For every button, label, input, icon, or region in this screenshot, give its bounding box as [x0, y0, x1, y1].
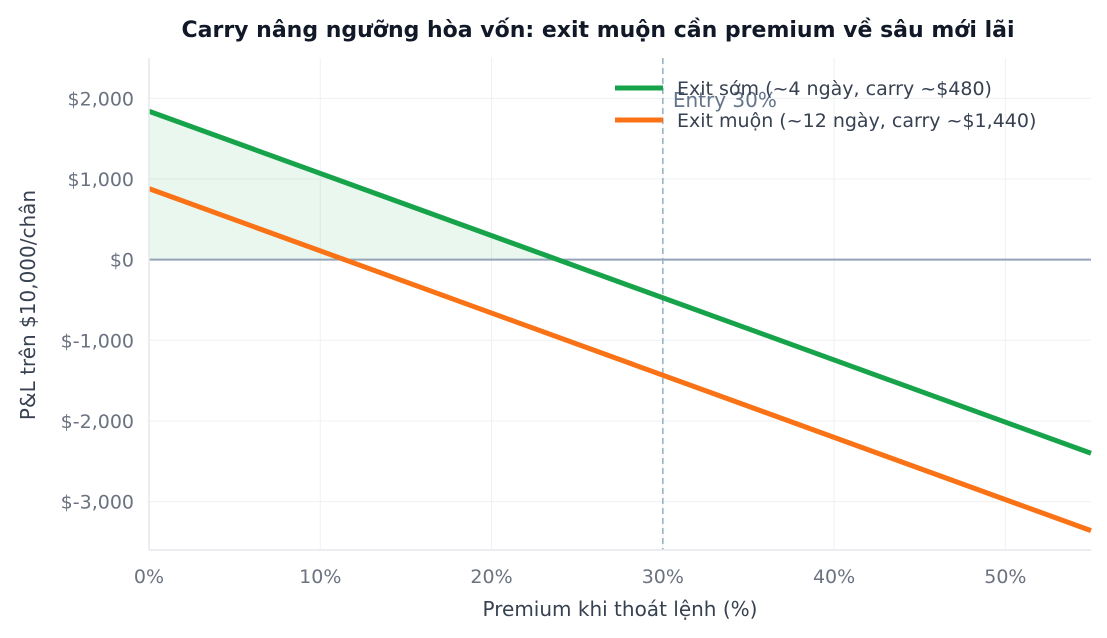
legend: Exit sớm (~4 ngày, carry ~$480) Exit muộn…	[615, 78, 1036, 132]
y-tick-label: $2,000	[68, 88, 134, 110]
y-axis-label: P&L trên $10,000/chân	[16, 190, 40, 420]
x-tick-label: 10%	[299, 566, 341, 588]
annotations: Entry 30%	[673, 88, 777, 112]
x-tick-label: 30%	[642, 566, 684, 588]
y-tick-label: $1,000	[68, 169, 134, 191]
reference-lines	[149, 58, 1091, 550]
tick-labels: 0% 10% 20% 30% 40% 50% $2,000 $1,000 $0 $-1,000 $-…	[61, 88, 1027, 588]
chart-title: Carry nâng ngưỡng hòa vốn: exit muộn cần…	[181, 18, 1014, 43]
x-tick-label: 20%	[470, 566, 512, 588]
series-lines	[148, 108, 1092, 533]
entry-label: Entry 30%	[673, 88, 777, 112]
series-line-1	[148, 108, 1092, 456]
legend-label-2: Exit muộn (~12 ngày, carry ~$1,440)	[677, 110, 1036, 132]
x-axis-label: Premium khi thoát lệnh (%)	[483, 597, 758, 621]
x-tick-label: 50%	[984, 566, 1026, 588]
y-tick-label: $-3,000	[61, 492, 134, 514]
y-tick-label: $-1,000	[61, 330, 134, 352]
y-tick-label: $0	[110, 250, 134, 272]
series-line-2	[148, 186, 1092, 533]
x-tick-label: 0%	[134, 566, 164, 588]
x-tick-label: 40%	[813, 566, 855, 588]
y-tick-label: $-2,000	[61, 411, 134, 433]
axes	[148, 58, 1091, 551]
legend-label-1: Exit sớm (~4 ngày, carry ~$480)	[677, 78, 992, 100]
